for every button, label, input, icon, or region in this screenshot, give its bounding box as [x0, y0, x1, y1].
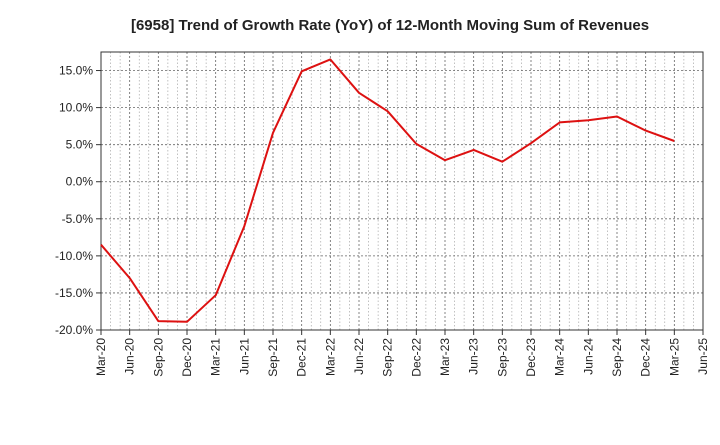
x-tick-label: Mar-23	[438, 338, 452, 376]
x-tick-label: Mar-25	[667, 338, 681, 376]
x-tick-label: Jun-24	[581, 338, 595, 375]
x-tick-label: Jun-22	[352, 338, 366, 375]
x-tick-label: Jun-23	[467, 338, 481, 375]
chart-title: [6958] Trend of Growth Rate (YoY) of 12-…	[131, 17, 649, 34]
x-tick-label: Jun-25	[696, 338, 710, 375]
plot-border	[100, 51, 704, 331]
x-tick-label: Dec-21	[295, 338, 309, 377]
x-tick-label: Sep-24	[610, 338, 624, 377]
x-tick-label: Dec-20	[180, 338, 194, 377]
y-tick-label: 0.0%	[66, 175, 94, 189]
y-tick-label: 10.0%	[59, 101, 93, 115]
x-tick-label: Mar-24	[553, 338, 567, 376]
plot-area	[101, 52, 703, 330]
x-tick-label: Sep-20	[151, 338, 165, 377]
x-tick-label: Dec-24	[639, 338, 653, 377]
y-tick-label: -5.0%	[62, 212, 94, 226]
axes: -20.0% -15.0% -10.0% -5.0% 0.0% 5.0% 10.0% 15.0…	[55, 51, 710, 377]
y-tick-label: 5.0%	[66, 138, 94, 152]
x-tick-label: Mar-20	[94, 338, 108, 376]
x-tick-label: Sep-22	[381, 338, 395, 377]
y-tick-label: -15.0%	[55, 286, 93, 300]
x-tick-label: Jun-20	[123, 338, 137, 375]
y-tick-label: 15.0%	[59, 64, 93, 78]
x-tick-label: Mar-21	[209, 338, 223, 376]
series-layer	[100, 58, 675, 323]
series-line	[100, 58, 675, 323]
x-tick-label: Sep-21	[266, 338, 280, 377]
x-tick-label: Dec-22	[409, 338, 423, 377]
x-tick-label: Dec-23	[524, 338, 538, 377]
y-tick-label: -10.0%	[55, 249, 93, 263]
x-tick-label: Mar-22	[323, 338, 337, 376]
grid	[101, 52, 703, 331]
x-tick-label: Jun-21	[237, 338, 251, 375]
x-tick-label: Sep-23	[495, 338, 509, 377]
y-tick-label: -20.0%	[55, 323, 93, 337]
